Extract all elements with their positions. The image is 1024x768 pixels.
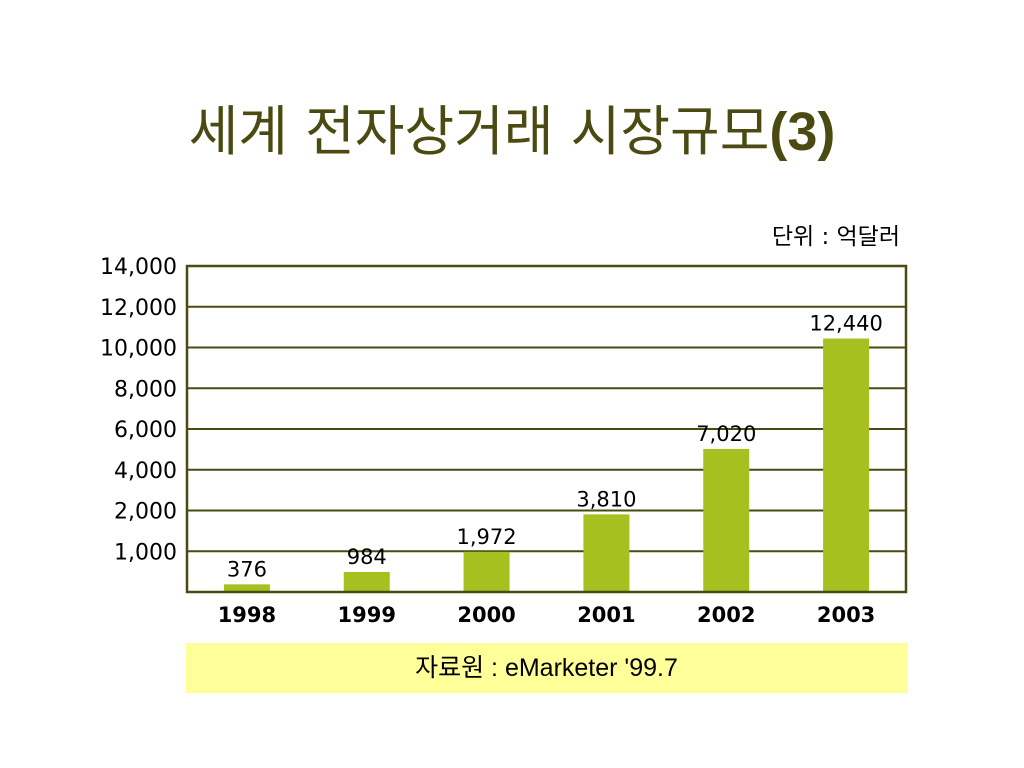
y-tick-label: 8,000 <box>114 377 177 402</box>
y-tick-label: 14,000 <box>100 255 177 280</box>
bar <box>343 571 390 592</box>
plot-frame <box>185 264 908 594</box>
x-tick-label: 1998 <box>218 603 276 627</box>
source-box: 자료원 : eMarketer '99.7 <box>186 643 907 693</box>
value-label: 376 <box>227 557 267 581</box>
value-label: 12,440 <box>809 312 882 336</box>
x-tick-label: 2000 <box>457 603 515 627</box>
bar <box>823 338 870 592</box>
y-tick-label: 12,000 <box>100 296 177 321</box>
bar <box>223 584 270 592</box>
y-tick-label: 2,000 <box>114 500 177 525</box>
y-tick-label: 4,000 <box>114 459 177 484</box>
x-tick-label: 2003 <box>817 603 875 627</box>
bar <box>463 551 510 592</box>
gridlines <box>187 265 906 553</box>
bar <box>703 448 750 592</box>
bars <box>223 338 870 592</box>
value-label: 1,972 <box>457 525 517 549</box>
unit-label: 단위 : 억달러 <box>772 224 900 250</box>
x-tick-label: 2001 <box>577 603 635 627</box>
bar <box>583 514 630 592</box>
x-tick-label: 1999 <box>338 603 396 627</box>
value-labels: 376 984 1,972 3,810 7,020 12,440 <box>227 312 883 582</box>
y-tick-labels: 14,000 12,000 10,000 8,000 6,000 4,000 2,000 1,… <box>100 255 177 565</box>
value-label: 3,810 <box>576 487 636 511</box>
y-tick-label: 10,000 <box>100 337 177 362</box>
title-suffix: (3) <box>769 102 836 162</box>
slide-title: 세계 전자상거래 시장규모(3) <box>0 92 1024 172</box>
value-label: 984 <box>347 545 387 569</box>
source-text: 자료원 : eMarketer '99.7 <box>415 654 678 682</box>
x-tick-label: 2002 <box>697 603 755 627</box>
x-tick-labels: 1998 1999 2000 2001 2002 2003 <box>218 603 876 627</box>
value-label: 7,020 <box>696 422 756 446</box>
y-tick-label: 6,000 <box>114 418 177 443</box>
title-main: 세계 전자상거래 시장규모 <box>188 100 770 163</box>
y-tick-label: 1,000 <box>114 540 177 565</box>
